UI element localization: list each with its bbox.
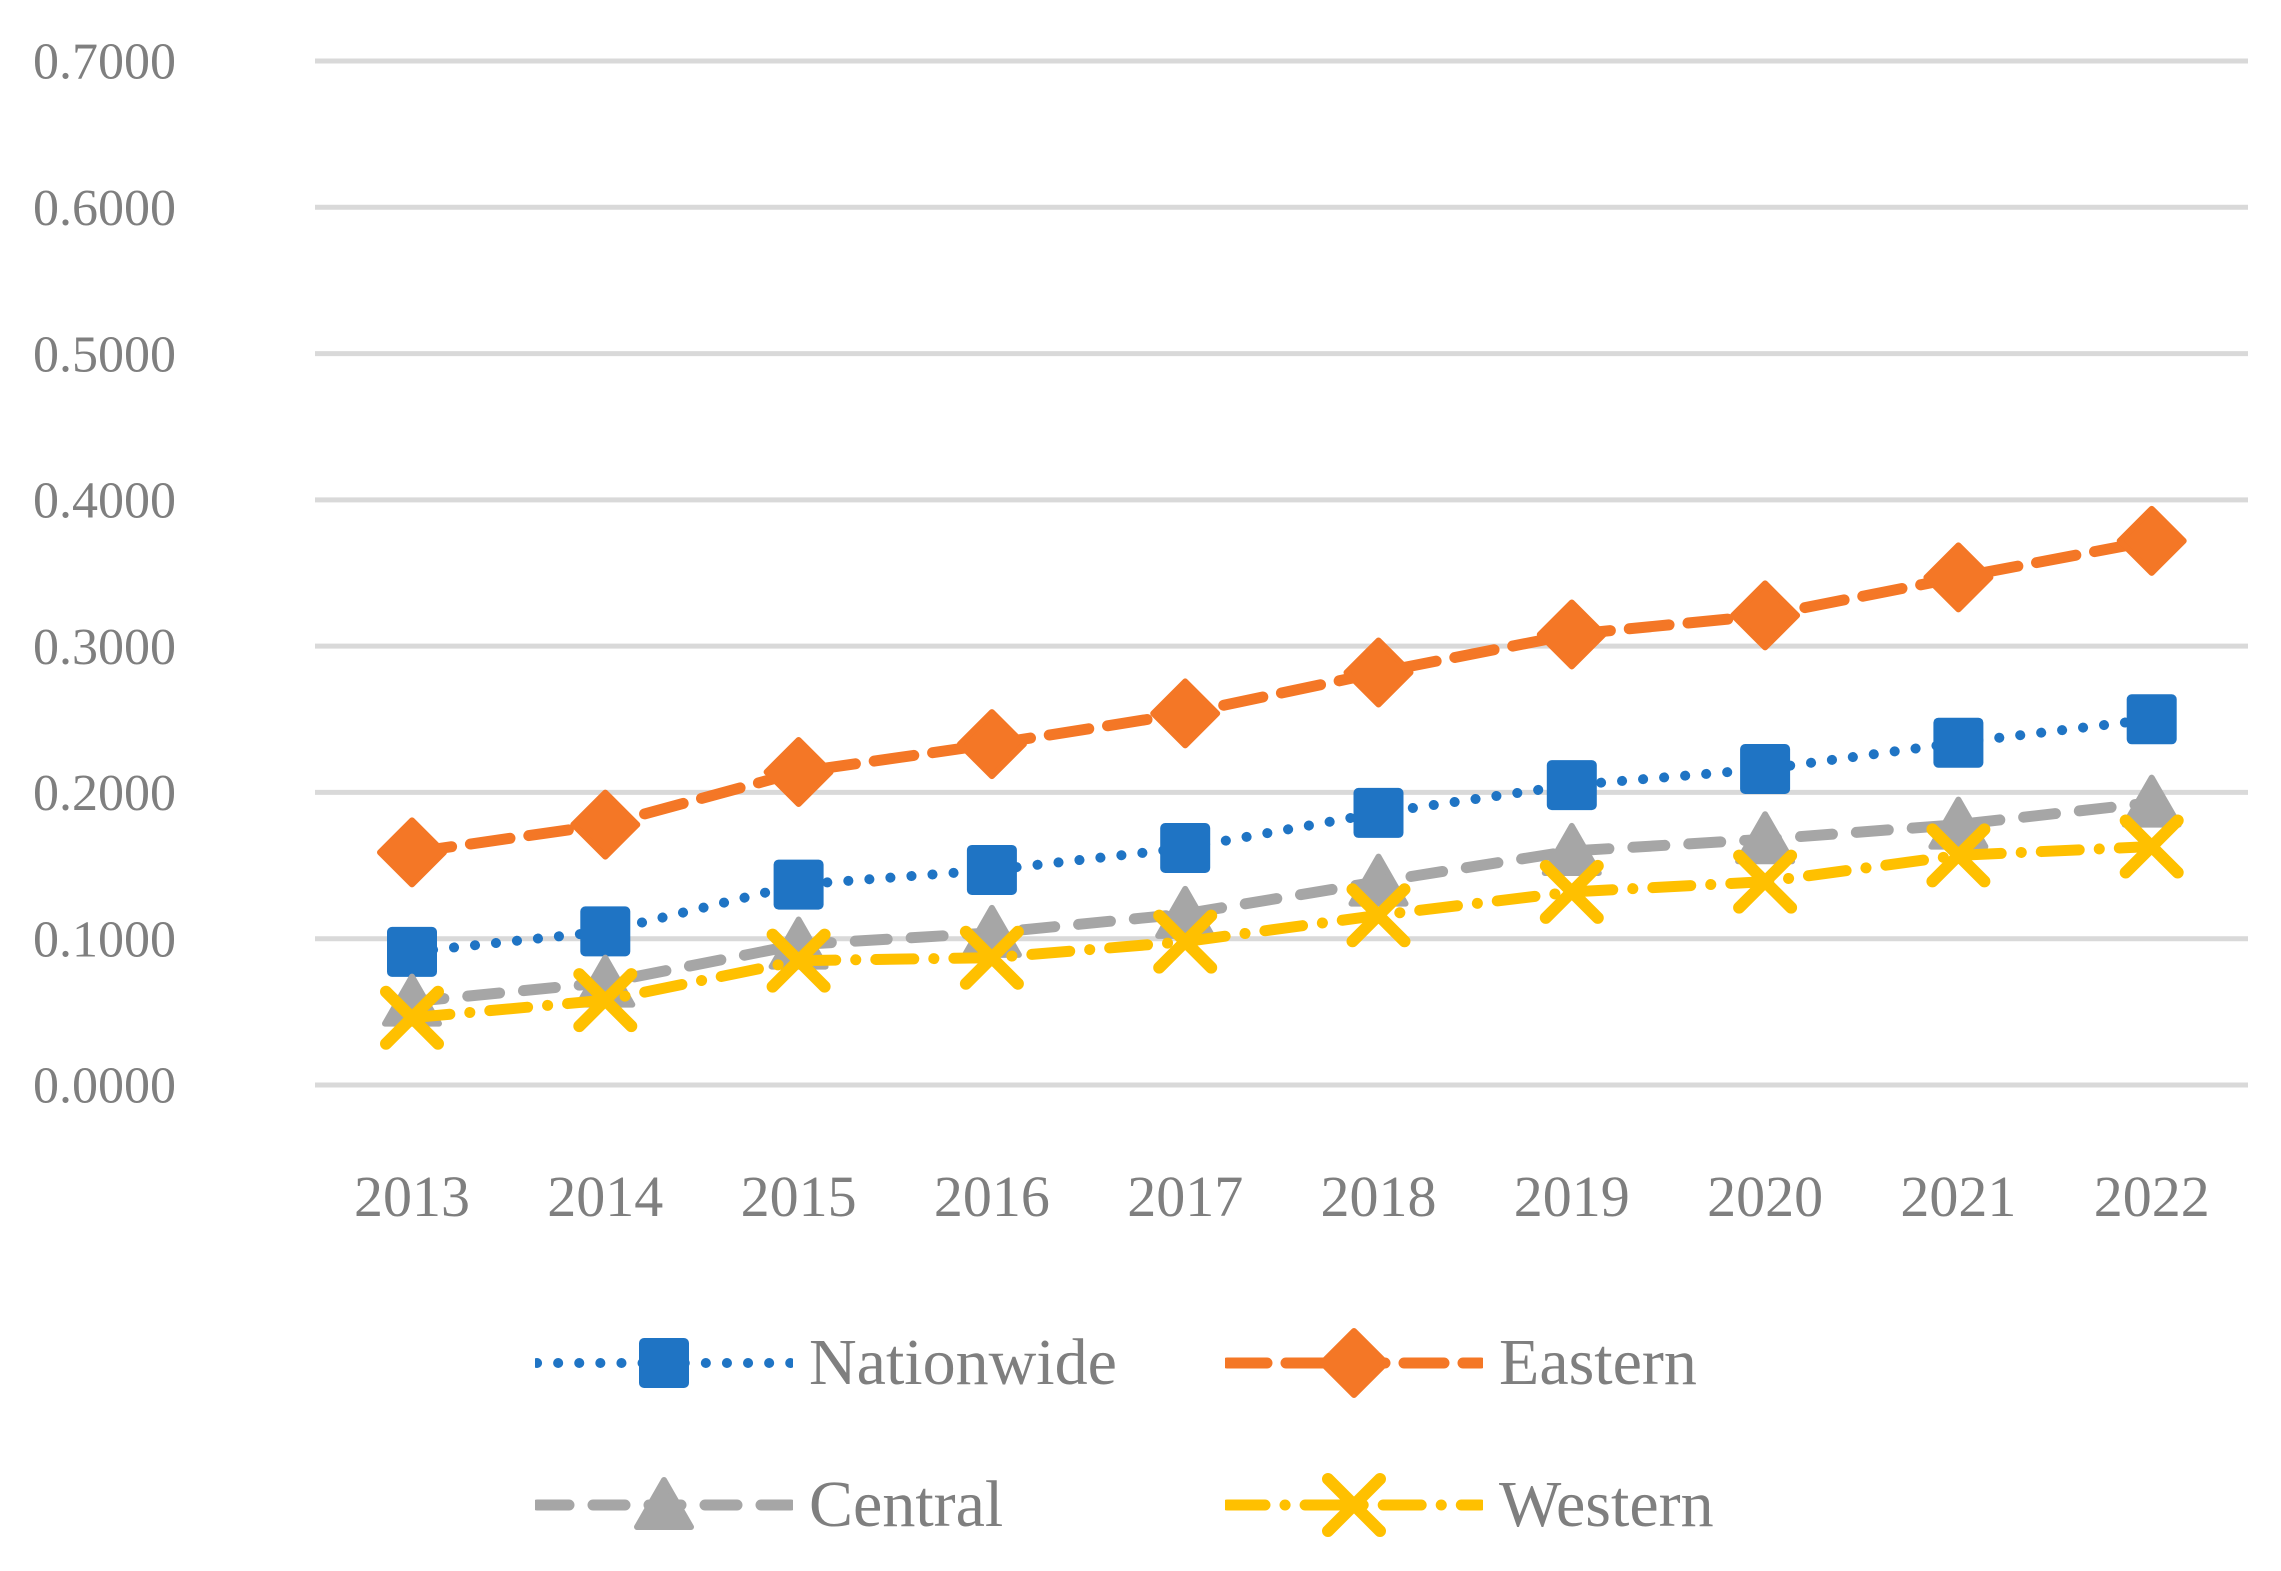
legend-label-central: Central — [809, 1468, 1004, 1541]
series-line-central — [406, 797, 2158, 1008]
x-marker — [573, 968, 638, 1033]
y-axis-tick-label: 0.3000 — [33, 619, 176, 676]
x-marker — [959, 925, 1024, 990]
diamond-marker — [377, 817, 447, 888]
diamond-marker — [1923, 542, 1994, 613]
legend-label-nationwide: Nationwide — [809, 1326, 1117, 1399]
diamond-marker — [570, 789, 641, 860]
x-axis-tick-label: 2022 — [2094, 1164, 2210, 1229]
y-axis-tick-label: 0.7000 — [33, 34, 176, 91]
square-marker — [1740, 744, 1791, 795]
x-axis-tick-label: 2018 — [1321, 1164, 1437, 1229]
triangle-marker — [1735, 811, 1796, 865]
series-line-western — [406, 841, 2158, 1024]
series-markers-western — [380, 814, 2184, 1050]
x-marker — [1733, 849, 1798, 914]
diamond-marker — [763, 736, 834, 807]
eastern-line-swatch — [1225, 1328, 1483, 1398]
x-axis-tick-label: 2016 — [934, 1164, 1050, 1229]
series-line-nationwide — [407, 714, 2157, 957]
square-marker — [1353, 787, 1404, 838]
x-axis-tick-label: 2013 — [354, 1164, 470, 1229]
y-axis-tick-label: 0.0000 — [33, 1058, 176, 1115]
triangle-marker — [634, 1477, 694, 1530]
triangle-marker — [1348, 853, 1409, 907]
diamond-marker — [1730, 580, 1801, 651]
legend-label-eastern: Eastern — [1499, 1326, 1697, 1399]
diamond-marker — [2116, 505, 2187, 576]
diamond-marker — [1343, 637, 1414, 708]
x-axis-tick-label: 2015 — [741, 1164, 857, 1229]
series-markers-nationwide — [387, 694, 2177, 977]
square-marker — [966, 844, 1017, 895]
legend-item-eastern: Eastern — [1225, 1298, 1697, 1428]
square-marker — [2126, 694, 2177, 745]
legend-item-nationwide: Nationwide — [535, 1298, 1117, 1428]
triangle-marker — [2121, 774, 2182, 828]
y-axis-tick-label: 0.6000 — [33, 180, 176, 237]
central-line-swatch — [535, 1477, 793, 1530]
square-marker — [1160, 823, 1211, 874]
legend-item-central: Central — [535, 1440, 1003, 1570]
square-marker — [1933, 717, 1984, 768]
legend-label-western: Western — [1499, 1468, 1714, 1541]
x-marker — [1153, 909, 1218, 974]
diamond-marker — [1150, 678, 1221, 749]
square-marker — [1546, 760, 1597, 811]
y-axis-tick-label: 0.1000 — [33, 911, 176, 968]
diamond-marker — [956, 709, 1027, 780]
triangle-marker — [1541, 822, 1602, 876]
x-marker — [766, 928, 831, 993]
diamond-marker — [1536, 599, 1607, 670]
x-marker — [1346, 883, 1411, 948]
x-marker — [1539, 859, 1604, 924]
x-axis-tick-label: 2021 — [1900, 1164, 2016, 1229]
x-axis-tick-label: 2020 — [1707, 1164, 1823, 1229]
x-marker — [380, 985, 444, 1050]
nationwide-line-swatch — [535, 1338, 793, 1388]
square-marker — [387, 926, 437, 977]
y-axis-tick-label: 0.5000 — [33, 326, 176, 383]
square-marker — [580, 906, 631, 957]
y-axis-tick-label: 0.4000 — [33, 473, 176, 530]
x-axis-tick-label: 2019 — [1514, 1164, 1630, 1229]
diamond-marker — [1319, 1328, 1389, 1398]
square-marker — [639, 1338, 689, 1388]
y-axis-tick-label: 0.2000 — [33, 765, 176, 822]
series-markers-eastern — [377, 505, 2187, 888]
legend-item-western: Western — [1225, 1440, 1714, 1570]
x-marker — [2119, 814, 2184, 879]
x-marker — [1322, 1473, 1386, 1537]
x-axis-tick-label: 2017 — [1127, 1164, 1243, 1229]
x-axis-tick-label: 2014 — [547, 1164, 663, 1229]
series-line-eastern — [406, 535, 2158, 858]
plot-area: 0.7000 0.6000 0.5000 0.4000 0.3000 0.2000 0.10… — [33, 34, 2248, 1229]
western-line-swatch — [1225, 1473, 1483, 1537]
square-marker — [773, 859, 824, 910]
x-marker — [1926, 823, 1991, 888]
